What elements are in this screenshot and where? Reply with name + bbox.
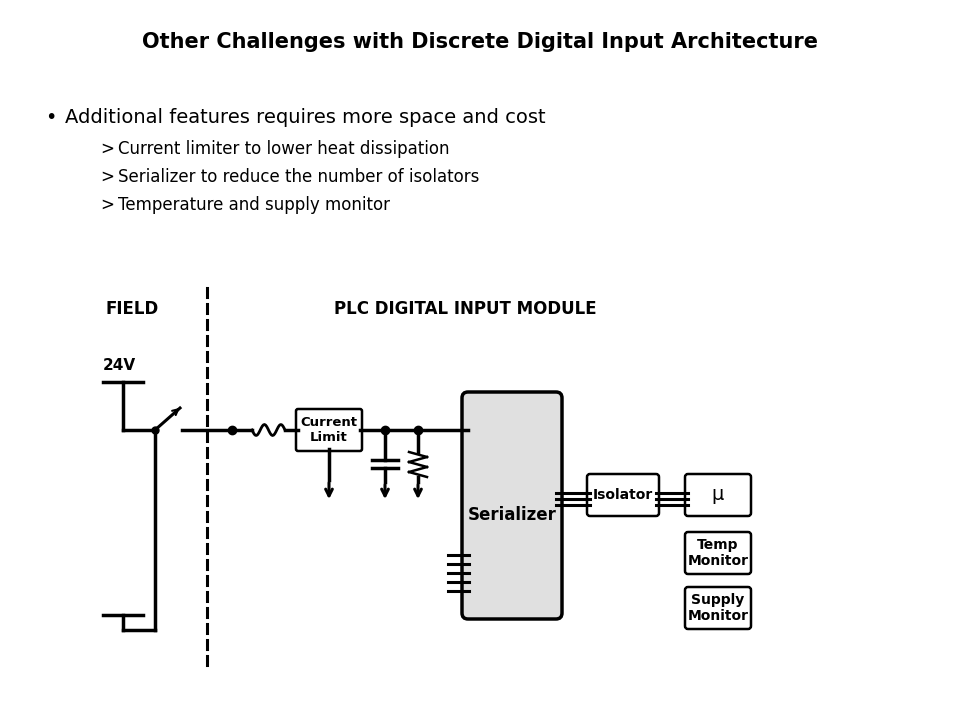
- Text: μ: μ: [711, 485, 724, 505]
- FancyBboxPatch shape: [587, 474, 659, 516]
- FancyBboxPatch shape: [685, 532, 751, 574]
- Text: Isolator: Isolator: [593, 488, 653, 502]
- Text: Other Challenges with Discrete Digital Input Architecture: Other Challenges with Discrete Digital I…: [142, 32, 818, 52]
- Text: Serializer to reduce the number of isolators: Serializer to reduce the number of isola…: [118, 168, 479, 186]
- Text: Current limiter to lower heat dissipation: Current limiter to lower heat dissipatio…: [118, 140, 449, 158]
- Text: PLC DIGITAL INPUT MODULE: PLC DIGITAL INPUT MODULE: [334, 300, 596, 318]
- Text: •: •: [45, 108, 57, 127]
- Text: Serializer: Serializer: [468, 506, 557, 524]
- Text: Temperature and supply monitor: Temperature and supply monitor: [118, 196, 390, 214]
- Text: >: >: [100, 196, 114, 214]
- FancyBboxPatch shape: [685, 587, 751, 629]
- Text: Temp
Monitor: Temp Monitor: [687, 538, 749, 568]
- Text: Supply
Monitor: Supply Monitor: [687, 593, 749, 623]
- Text: FIELD: FIELD: [106, 300, 158, 318]
- Text: Current
Limit: Current Limit: [300, 416, 357, 444]
- Text: >: >: [100, 168, 114, 186]
- FancyBboxPatch shape: [462, 392, 562, 619]
- Text: >: >: [100, 140, 114, 158]
- FancyBboxPatch shape: [685, 474, 751, 516]
- Text: Additional features requires more space and cost: Additional features requires more space …: [65, 108, 545, 127]
- Text: 24V: 24V: [103, 358, 136, 372]
- FancyBboxPatch shape: [296, 409, 362, 451]
